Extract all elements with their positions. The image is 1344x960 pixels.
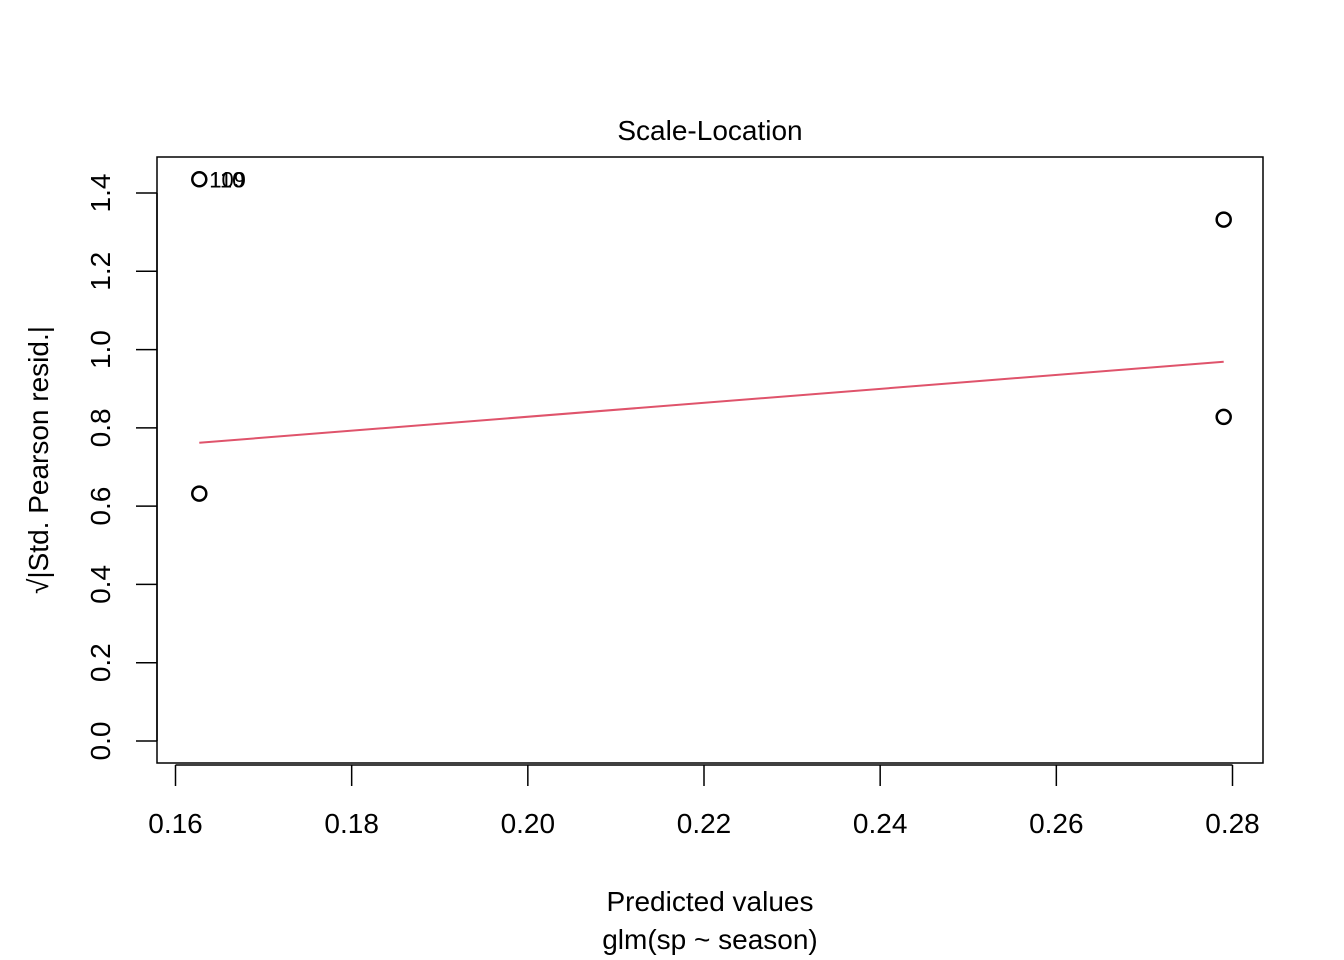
y-tick-label: 0.4: [85, 565, 116, 604]
point-label: 110: [209, 167, 244, 192]
smooth-line: [199, 360, 1224, 444]
y-axis-label: √|Std. Pearson resid.|: [23, 326, 54, 594]
y-tick-label: 0.6: [85, 487, 116, 526]
y-tick-label: 1.2: [85, 252, 116, 291]
x-tick-label: 0.26: [1029, 808, 1084, 839]
y-tick-label: 1.4: [85, 174, 116, 213]
x-tick-label: 0.18: [324, 808, 379, 839]
data-point: [191, 171, 208, 188]
x-tick-label: 0.22: [677, 808, 732, 839]
point-label: 109: [209, 167, 246, 192]
x-axis: 0.16 0.18 0.20 0.22 0.24 0.26 0.28: [148, 764, 1260, 839]
x-tick-label: 0.16: [148, 808, 203, 839]
data-points: [191, 171, 1232, 502]
y-tick-label: 0.2: [85, 643, 116, 682]
data-point: [1215, 211, 1232, 228]
y-tick-label: 0.0: [85, 722, 116, 761]
x-axis-label: Predicted values: [606, 886, 813, 917]
x-axis-sublabel: glm(sp ~ season): [602, 924, 818, 955]
y-axis: 0.0 0.2 0.4 0.6 0.8 1.0 1.2 1.4: [85, 174, 158, 761]
x-tick-label: 0.24: [853, 808, 908, 839]
data-point: [1215, 408, 1232, 426]
x-tick-label: 0.28: [1205, 808, 1260, 839]
y-tick-label: 1.0: [85, 330, 116, 369]
x-tick-label: 0.20: [501, 808, 556, 839]
chart-title: Scale-Location: [617, 115, 802, 146]
y-tick-label: 0.8: [85, 408, 116, 447]
data-point: [191, 485, 208, 502]
plot-frame: [156, 156, 1264, 764]
